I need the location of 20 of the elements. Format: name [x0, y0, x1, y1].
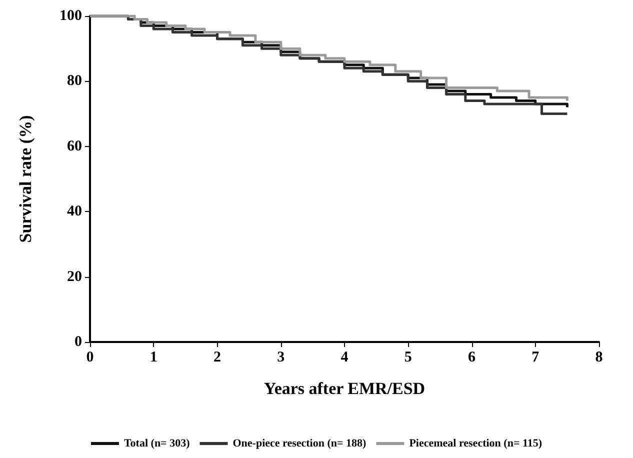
y-tick-label: 100: [60, 8, 82, 24]
x-tick-label: 8: [595, 350, 603, 366]
x-axis-title: Years after EMR/ESD: [264, 379, 426, 398]
legend-label: Total (n= 303): [124, 438, 190, 450]
x-tick-label: 3: [277, 350, 285, 366]
x-tick-label: 1: [150, 350, 158, 366]
y-tick-label: 40: [67, 204, 82, 220]
y-tick-label: 0: [74, 334, 82, 350]
legend-label: One-piece resection (n= 188): [232, 438, 367, 450]
x-tick-label: 4: [340, 350, 349, 366]
y-tick-label: 80: [67, 73, 82, 90]
y-tick-label: 20: [67, 268, 82, 285]
legend-label: Piecemeal resection (n= 115): [409, 438, 542, 450]
x-tick-label: 0: [86, 350, 94, 366]
y-tick-label: 60: [67, 138, 82, 154]
x-tick-label: 5: [404, 350, 412, 366]
x-tick-label: 2: [214, 350, 221, 366]
y-axis-title: Survival rate (%): [16, 115, 35, 243]
x-tick-label: 6: [468, 350, 476, 366]
x-tick-label: 7: [532, 350, 540, 366]
